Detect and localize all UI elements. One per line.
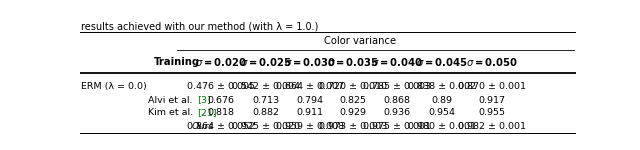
Text: Kim et al.: Kim et al. [148,108,196,117]
Text: Color variance: Color variance [324,36,396,46]
Text: $\sigma$$\mathbf{= 0.020}$: $\sigma$$\mathbf{= 0.020}$ [195,56,247,68]
Text: 0.676: 0.676 [208,96,235,105]
Text: 0.89: 0.89 [431,96,452,105]
Text: Ours: Ours [191,122,214,131]
Text: Training: Training [154,57,200,67]
Text: $\sigma$$\mathbf{= 0.025}$: $\sigma$$\mathbf{= 0.025}$ [240,56,292,68]
Text: $\sigma$$\mathbf{= 0.040}$: $\sigma$$\mathbf{= 0.040}$ [371,56,423,68]
Text: $\sigma$$\mathbf{= 0.035}$: $\sigma$$\mathbf{= 0.035}$ [328,56,379,68]
Text: 0.838 ± 0.002: 0.838 ± 0.002 [408,82,476,91]
Text: 0.936: 0.936 [383,108,410,117]
Text: 0.868: 0.868 [383,96,410,105]
Text: [3]: [3] [197,96,211,105]
Text: 0.785 ± 0.003: 0.785 ± 0.003 [363,82,431,91]
Text: 0.882: 0.882 [253,108,280,117]
Text: 0.794: 0.794 [296,96,323,105]
Text: 0.825: 0.825 [340,96,367,105]
Text: 0.954: 0.954 [429,108,456,117]
Text: 0.982 ± 0.001: 0.982 ± 0.001 [458,122,525,131]
Text: ERM (λ = 0.0): ERM (λ = 0.0) [81,82,147,91]
Text: $\sigma$$\mathbf{= 0.045}$: $\sigma$$\mathbf{= 0.045}$ [416,56,468,68]
Text: 0.925 ± 0.020: 0.925 ± 0.020 [232,122,300,131]
Text: 0.917: 0.917 [478,96,505,105]
Text: [21]: [21] [196,108,216,117]
Text: 0.975 ± 0.001: 0.975 ± 0.001 [363,122,431,131]
Text: 0.818: 0.818 [208,108,235,117]
Text: 0.973 ± 0.003: 0.973 ± 0.003 [319,122,387,131]
Text: 0.476 ± 0.005: 0.476 ± 0.005 [188,82,255,91]
Text: $\sigma$$\mathbf{= 0.030}$: $\sigma$$\mathbf{= 0.030}$ [284,56,335,68]
Text: 0.720 ± 0.010: 0.720 ± 0.010 [319,82,387,91]
Text: 0.911: 0.911 [296,108,323,117]
Text: $\sigma$$\mathbf{= 0.050}$: $\sigma$$\mathbf{= 0.050}$ [466,56,518,68]
Text: 0.713: 0.713 [252,96,280,105]
Text: 0.980 ± 0.001: 0.980 ± 0.001 [408,122,476,131]
Text: 0.870 ± 0.001: 0.870 ± 0.001 [458,82,525,91]
Text: 0.542 ± 0.004: 0.542 ± 0.004 [232,82,300,91]
Text: 0.929: 0.929 [340,108,367,117]
Text: 0.959 ± 0.008: 0.959 ± 0.008 [276,122,344,131]
Text: 0.664 ± 0.007: 0.664 ± 0.007 [276,82,344,91]
Text: 0.955: 0.955 [478,108,505,117]
Text: Alvi et al.: Alvi et al. [148,96,195,105]
Text: 0.864 ± 0.052: 0.864 ± 0.052 [188,122,255,131]
Text: results achieved with our method (with λ = 1.0.): results achieved with our method (with λ… [81,21,318,32]
